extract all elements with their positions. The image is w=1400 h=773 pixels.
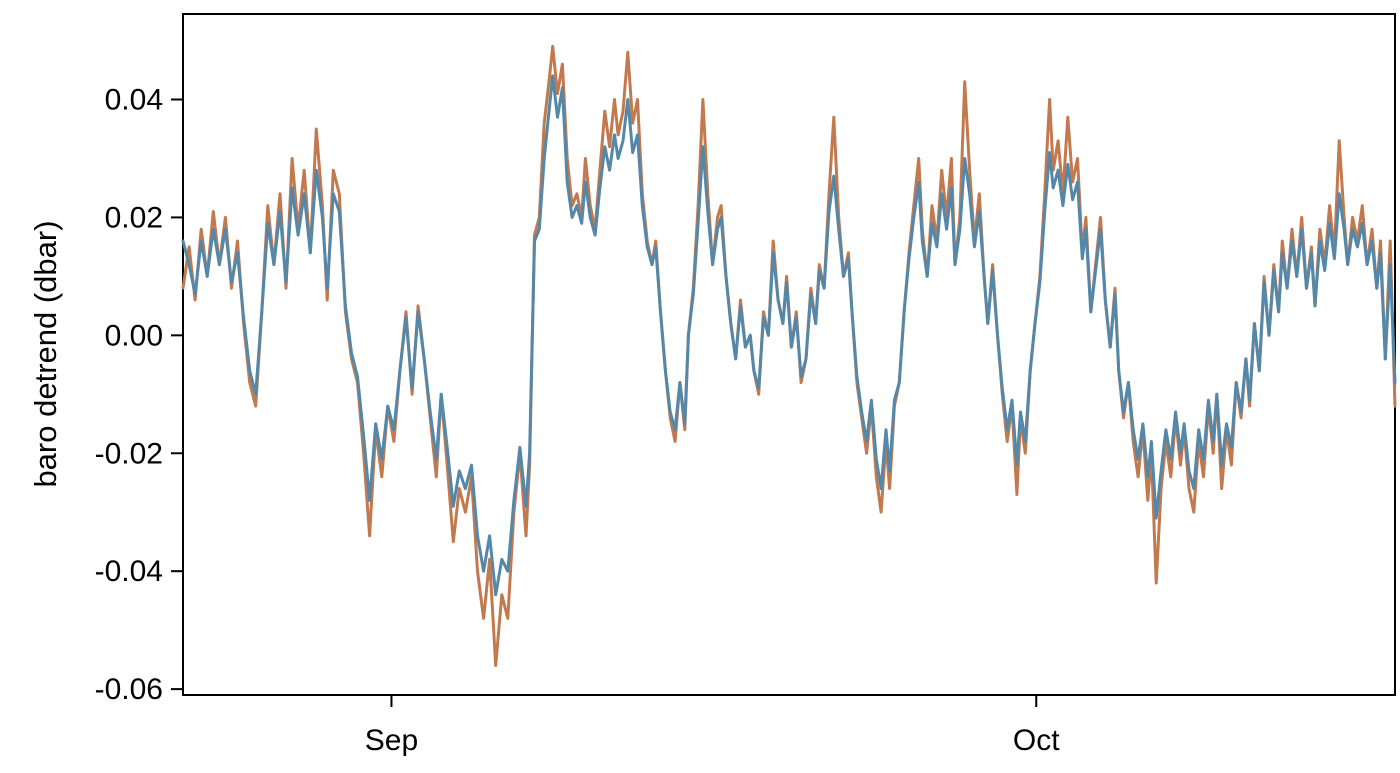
y-tick-label: -0.06	[95, 673, 163, 706]
y-tick-label: -0.02	[95, 437, 163, 470]
plot-border	[182, 13, 1396, 696]
y-tick-label: 0.02	[105, 201, 163, 234]
y-tick-label: 0.04	[105, 83, 163, 116]
y-tick-label: -0.04	[95, 555, 163, 588]
y-tick-label: 0.00	[105, 319, 163, 352]
tan-series-line	[181, 44, 1397, 667]
blue-series-line	[181, 74, 1397, 597]
y-axis-title: baro detrend (dbar)	[28, 220, 63, 488]
x-tick-label: Sep	[365, 724, 418, 757]
x-tick-label: Oct	[1013, 724, 1060, 757]
